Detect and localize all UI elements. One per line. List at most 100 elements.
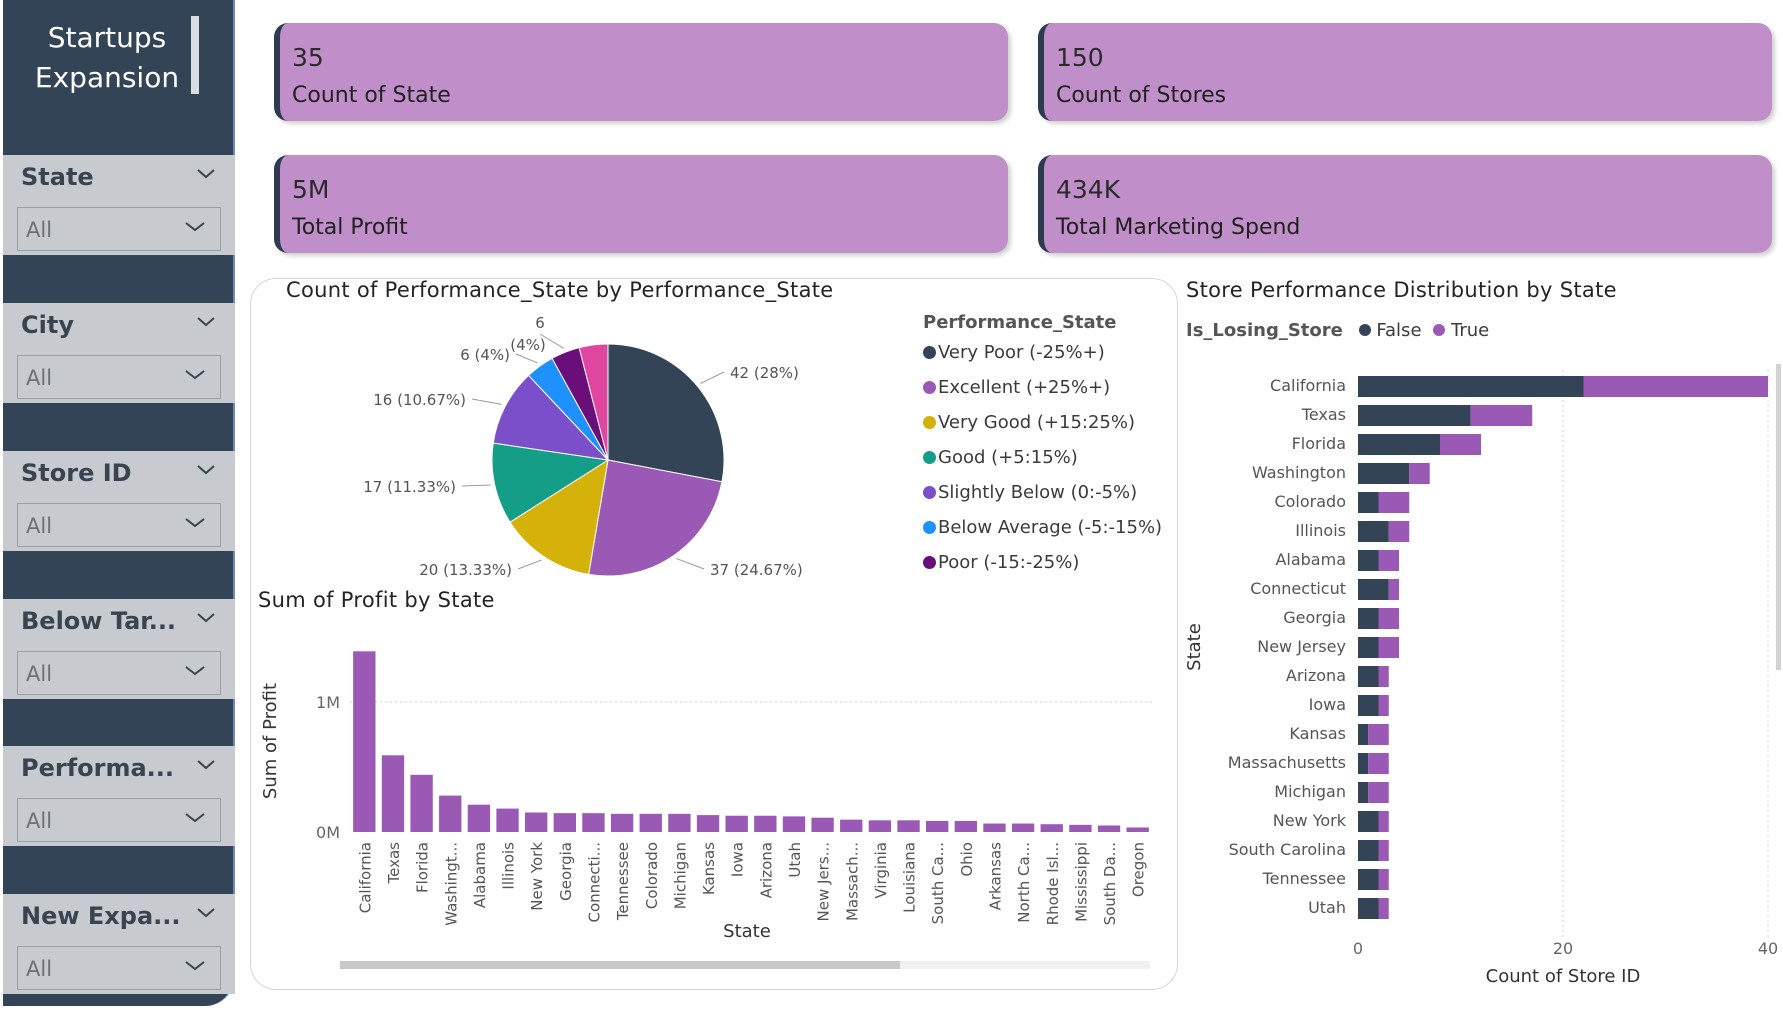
bar[interactable] <box>468 805 490 832</box>
bar[interactable] <box>897 820 919 832</box>
bar[interactable] <box>382 755 404 832</box>
legend-item[interactable]: Excellent (+25%+) <box>923 372 1162 403</box>
stacked-bar-segment[interactable] <box>1379 898 1389 919</box>
bar[interactable] <box>1012 824 1034 832</box>
bar[interactable] <box>554 813 576 832</box>
stacked-bar-segment[interactable] <box>1358 695 1379 716</box>
scrollbar-thumb[interactable] <box>340 961 900 969</box>
stacked-bar-segment[interactable] <box>1358 840 1379 861</box>
slicer-dropdown[interactable]: All <box>17 355 221 399</box>
stacked-bar-segment[interactable] <box>1584 376 1769 397</box>
legend-item[interactable]: Poor (-15:-25%) <box>923 547 1162 578</box>
chevron-down-icon[interactable] <box>195 311 217 333</box>
stacked-bar-segment[interactable] <box>1358 898 1379 919</box>
kpi-card-marketing-spend[interactable]: 434K Total Marketing Spend <box>1038 155 1772 253</box>
bar[interactable] <box>783 816 805 832</box>
bar[interactable] <box>496 809 518 832</box>
stacked-bar-segment[interactable] <box>1358 811 1379 832</box>
bar[interactable] <box>1127 827 1149 832</box>
bar[interactable] <box>840 820 862 832</box>
stacked-bar-segment[interactable] <box>1358 608 1379 629</box>
bar[interactable] <box>525 813 547 833</box>
slicer-state[interactable]: State All <box>3 155 235 255</box>
bar[interactable] <box>983 824 1005 832</box>
stacked-bar-segment[interactable] <box>1368 724 1389 745</box>
stacked-bar-segment[interactable] <box>1358 463 1409 484</box>
profit-bar-chart[interactable]: 1M 0M Sum of Profit California Texas Florida W… <box>252 620 1172 970</box>
scrollbar-thumb[interactable] <box>1776 364 1781 670</box>
bar[interactable] <box>611 814 633 832</box>
stacked-bar-segment[interactable] <box>1358 782 1368 803</box>
stacked-bar-segment[interactable] <box>1389 521 1410 542</box>
bar[interactable] <box>668 814 690 832</box>
slicer-city[interactable]: City All <box>3 303 235 403</box>
stacked-bar-segment[interactable] <box>1358 521 1389 542</box>
stacked-bar-segment[interactable] <box>1379 840 1389 861</box>
stacked-bar-segment[interactable] <box>1358 869 1379 890</box>
stacked-bar-segment[interactable] <box>1358 753 1368 774</box>
legend-item[interactable]: Very Poor (-25%+) <box>923 337 1162 368</box>
chevron-down-icon[interactable] <box>195 607 217 629</box>
stacked-bar-segment[interactable] <box>1379 869 1389 890</box>
legend-item[interactable]: Very Good (+15:25%) <box>923 407 1162 438</box>
stacked-bar-segment[interactable] <box>1379 811 1389 832</box>
slicer-dropdown[interactable]: All <box>17 798 221 842</box>
bar[interactable] <box>439 796 461 832</box>
slicer-dropdown[interactable]: All <box>17 503 221 547</box>
stacked-bar-chart[interactable]: 0 20 40 California Texas Florida Washington Col… <box>1186 350 1783 990</box>
slicer-dropdown[interactable]: All <box>17 946 221 990</box>
stacked-bar-segment[interactable] <box>1368 753 1389 774</box>
legend-item[interactable]: Slightly Below (0:-5%) <box>923 477 1162 508</box>
stacked-bar-segment[interactable] <box>1358 724 1368 745</box>
bar[interactable] <box>811 818 833 832</box>
stacked-bar-segment[interactable] <box>1379 666 1389 687</box>
bar[interactable] <box>1041 824 1063 832</box>
stacked-bar-segment[interactable] <box>1471 405 1533 426</box>
stacked-bar-segment[interactable] <box>1409 463 1430 484</box>
kpi-card-count-stores[interactable]: 150 Count of Stores <box>1038 23 1772 121</box>
slicer-performance[interactable]: Performa... All <box>3 746 235 846</box>
chevron-down-icon[interactable] <box>195 754 217 776</box>
bar[interactable] <box>353 651 375 832</box>
kpi-card-total-profit[interactable]: 5M Total Profit <box>274 155 1008 253</box>
stacked-bar-segment[interactable] <box>1379 492 1410 513</box>
bar[interactable] <box>926 821 948 832</box>
bar[interactable] <box>582 813 604 832</box>
stacked-bar-segment[interactable] <box>1389 579 1399 600</box>
stacked-bar-segment[interactable] <box>1379 695 1389 716</box>
stacked-bar-segment[interactable] <box>1379 550 1400 571</box>
stacked-bar-segment[interactable] <box>1358 376 1584 397</box>
bar[interactable] <box>1098 826 1120 833</box>
pie-chart[interactable]: 42 (28%) 37 (24.67%) 20 (13.33%) 17 (11.33%… <box>340 300 820 600</box>
bar[interactable] <box>640 814 662 832</box>
bar[interactable] <box>1069 825 1091 832</box>
kpi-card-count-state[interactable]: 35 Count of State <box>274 23 1008 121</box>
slicer-store-id[interactable]: Store ID All <box>3 451 235 551</box>
stacked-bar-segment[interactable] <box>1358 579 1389 600</box>
chevron-down-icon[interactable] <box>195 902 217 924</box>
stacked-bar-segment[interactable] <box>1368 782 1389 803</box>
legend-item[interactable]: Below Average (-5:-15%) <box>923 512 1162 543</box>
stacked-bar-segment[interactable] <box>1358 666 1379 687</box>
bar[interactable] <box>955 821 977 832</box>
legend-item[interactable]: Good (+5:15%) <box>923 442 1162 473</box>
bar[interactable] <box>697 815 719 832</box>
stacked-bar-segment[interactable] <box>1440 434 1481 455</box>
bar[interactable] <box>869 820 891 832</box>
slicer-below-target[interactable]: Below Tar... All <box>3 599 235 699</box>
bar[interactable] <box>726 816 748 832</box>
stacked-bar-segment[interactable] <box>1358 434 1440 455</box>
stacked-bar-segment[interactable] <box>1379 637 1400 658</box>
pie-slice[interactable] <box>608 344 724 482</box>
stacked-bar-segment[interactable] <box>1358 550 1379 571</box>
slicer-new-expansion[interactable]: New Expa... All <box>3 894 235 994</box>
stacked-bar-segment[interactable] <box>1358 637 1379 658</box>
bar[interactable] <box>410 775 432 832</box>
bar[interactable] <box>754 816 776 832</box>
slicer-dropdown[interactable]: All <box>17 651 221 695</box>
slicer-dropdown[interactable]: All <box>17 207 221 251</box>
chevron-down-icon[interactable] <box>195 459 217 481</box>
stacked-bar-segment[interactable] <box>1358 492 1379 513</box>
stacked-bar-segment[interactable] <box>1379 608 1400 629</box>
chevron-down-icon[interactable] <box>195 163 217 185</box>
